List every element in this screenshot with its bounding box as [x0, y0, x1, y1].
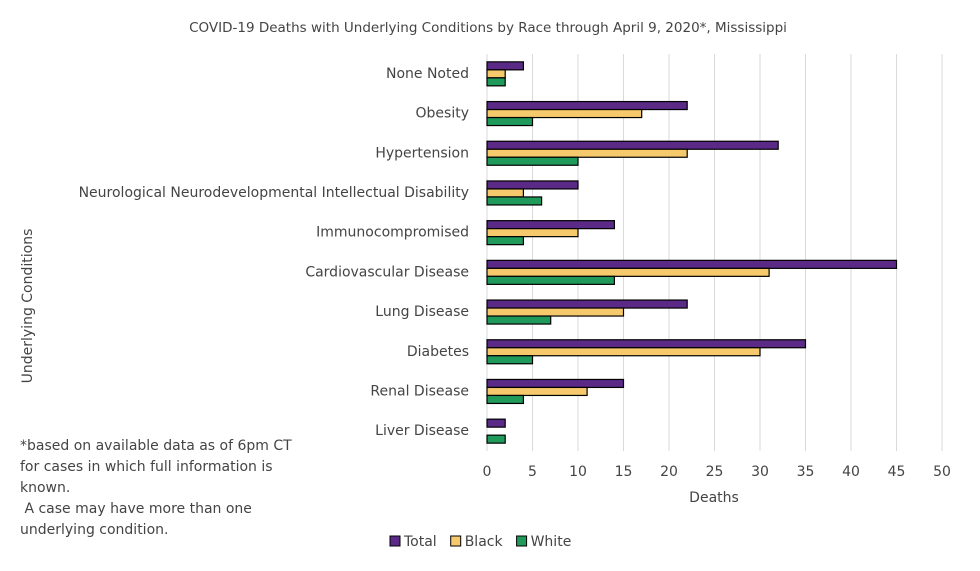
footnote: A case may have more than one [20, 501, 252, 517]
bar [486, 156, 579, 166]
bar [486, 275, 616, 285]
footnote: for cases in which full information is [20, 459, 273, 475]
legend-label: Total [403, 534, 437, 550]
x-tick-label: 10 [569, 464, 587, 480]
legend-swatch [389, 535, 401, 547]
bar [486, 299, 688, 309]
x-tick-label: 25 [706, 464, 724, 480]
bar [486, 307, 625, 317]
legend-swatch [450, 535, 462, 547]
x-tick-label: 5 [528, 464, 537, 480]
bar [486, 434, 506, 444]
footnote: *based on available data as of 6pm CT [20, 438, 292, 454]
bar [486, 61, 525, 71]
y-axis-label: Underlying Conditions [20, 229, 36, 384]
bar [486, 315, 552, 325]
bar [486, 148, 688, 158]
bar [486, 259, 898, 269]
bar [486, 140, 779, 150]
y-tick-label: Neurological Neurodevelopmental Intellec… [79, 185, 469, 201]
y-tick-label: None Noted [386, 66, 469, 82]
y-tick-label: Lung Disease [375, 304, 469, 320]
bar [486, 116, 534, 127]
bar [486, 220, 616, 230]
bar [486, 69, 506, 79]
y-tick-label: Obesity [416, 106, 469, 122]
x-tick-label: 40 [842, 464, 860, 480]
x-axis-label: Deaths [689, 490, 739, 506]
legend-label: Black [465, 534, 504, 550]
y-tick-label: Cardiovascular Disease [305, 264, 469, 280]
bar [486, 228, 579, 238]
footnote: underlying condition. [20, 522, 168, 538]
footnote: known. [20, 480, 70, 496]
bar [486, 77, 506, 87]
x-tick-label: 45 [888, 464, 906, 480]
bar [486, 394, 525, 405]
x-tick-label: 15 [615, 464, 633, 480]
bar [486, 100, 688, 111]
y-tick-label: Immunocompromised [316, 225, 469, 241]
x-tick-label: 50 [933, 464, 951, 480]
bar [486, 339, 807, 349]
y-tick-label: Renal Disease [370, 383, 469, 399]
x-tick-label: 30 [751, 464, 769, 480]
chart-title: COVID-19 Deaths with Underlying Conditio… [189, 20, 787, 36]
bar [486, 386, 588, 397]
bar [486, 236, 525, 246]
y-tick-label: Liver Disease [375, 423, 469, 439]
legend-swatch [516, 535, 528, 547]
bar [486, 418, 506, 428]
bar [486, 180, 579, 190]
x-tick-label: 20 [660, 464, 678, 480]
x-tick-label: 35 [797, 464, 815, 480]
legend-label: White [531, 534, 572, 550]
bar [486, 355, 534, 365]
bar [486, 188, 525, 198]
bar [486, 378, 625, 389]
bar [486, 347, 761, 357]
x-tick-label: 0 [483, 464, 492, 480]
y-tick-label: Diabetes [407, 344, 469, 360]
bar [486, 108, 643, 119]
y-tick-label: Hypertension [375, 145, 469, 161]
bar [486, 267, 770, 277]
bar [486, 196, 543, 206]
